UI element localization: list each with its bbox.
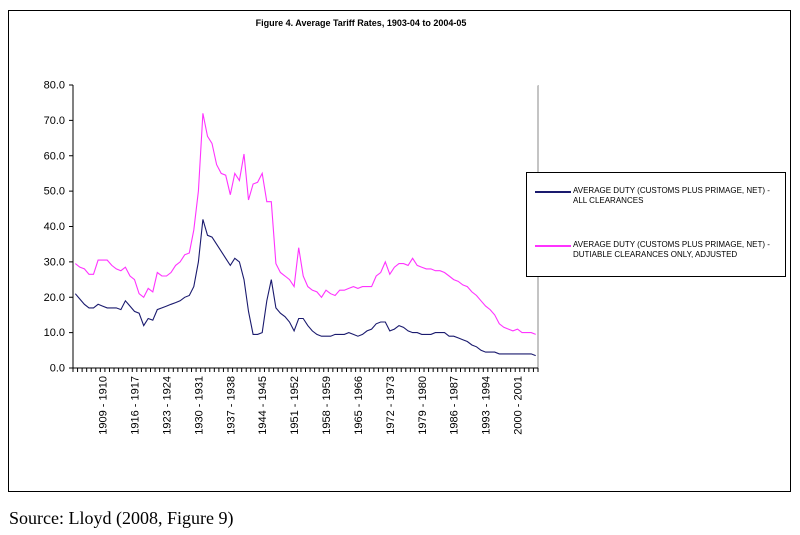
y-tick-label: 20.0 [44,292,65,304]
y-tick-label: 10.0 [44,327,65,339]
y-tick-label: 30.0 [44,256,65,268]
x-tick-label: 1923 - 1924 [161,376,173,435]
legend-item-dutiable-clearances: AVERAGE DUTY (CUSTOMS PLUS PRIMAGE, NET)… [535,240,783,260]
y-tick-label: 80.0 [44,80,65,92]
series-line-all-clearances [74,219,536,357]
x-tick-label: 1916 - 1917 [130,376,142,435]
x-tick-label: 1951 - 1952 [289,376,301,435]
chart-frame [8,10,791,492]
series-line-dutiable-clearances [74,113,536,335]
legend-swatch [535,191,571,193]
legend-label: AVERAGE DUTY (CUSTOMS PLUS PRIMAGE, NET)… [573,186,770,205]
x-tick-label: 1937 - 1938 [225,376,237,435]
y-tick-label: 50.0 [44,186,65,198]
y-tick-label: 40.0 [44,221,65,233]
x-tick-label: 1909 - 1910 [98,376,110,435]
x-tick-label: 1979 - 1980 [417,376,429,435]
legend-label: AVERAGE DUTY (CUSTOMS PLUS PRIMAGE, NET)… [573,240,770,259]
source-caption: Source: Lloyd (2008, Figure 9) [9,508,234,528]
x-tick-label: 1944 - 1945 [257,376,269,435]
x-tick-label: 1993 - 1994 [481,376,493,435]
y-tick-label: 70.0 [44,115,65,127]
legend-swatch [535,245,571,247]
y-tick-label: 0.0 [50,363,65,375]
x-tick-label: 2000 - 2001 [512,376,524,435]
x-tick-label: 1965 - 1966 [353,376,365,435]
legend: AVERAGE DUTY (CUSTOMS PLUS PRIMAGE, NET)… [526,172,786,277]
chart-title: Figure 4. Average Tariff Rates, 1903-04 … [256,18,467,28]
y-tick-label: 60.0 [44,150,65,162]
x-tick-label: 1972 - 1973 [385,376,397,435]
x-tick-label: 1986 - 1987 [449,376,461,435]
x-tick-label: 1930 - 1931 [193,376,205,435]
x-tick-label: 1958 - 1959 [321,376,333,435]
legend-item-all-clearances: AVERAGE DUTY (CUSTOMS PLUS PRIMAGE, NET)… [535,186,783,206]
